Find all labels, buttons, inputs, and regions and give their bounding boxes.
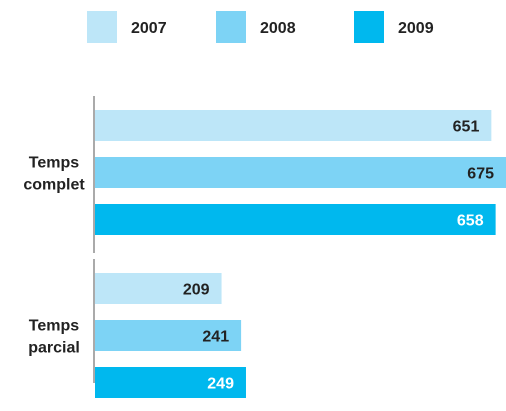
legend: 2007 2008 2009 <box>87 11 434 43</box>
bar-2008-0 <box>95 157 506 188</box>
legend-label-2008: 2008 <box>260 20 296 37</box>
category-label: Temps complet <box>23 155 85 194</box>
bar-2009-0 <box>95 204 496 235</box>
legend-label-2009: 2009 <box>398 20 434 37</box>
legend-swatch-2009 <box>354 11 384 43</box>
data-label: 249 <box>207 376 234 393</box>
bar-2008-1 <box>95 320 242 351</box>
legend-swatch-2007 <box>87 11 117 43</box>
data-label: 675 <box>467 166 494 183</box>
category-axis: Temps complet Temps parcial <box>23 96 95 383</box>
data-label: 209 <box>183 282 210 299</box>
bar-2007-0 <box>95 110 492 141</box>
data-label: 651 <box>453 119 480 136</box>
data-label: 658 <box>457 213 484 230</box>
data-label: 241 <box>202 329 229 346</box>
bars-group: 651 675 658 209 241 249 <box>95 110 506 398</box>
bar-2009-1 <box>95 367 246 398</box>
category-label: Temps parcial <box>28 318 80 357</box>
bar-2007-1 <box>95 273 222 304</box>
legend-swatch-2008 <box>216 11 246 43</box>
legend-label-2007: 2007 <box>131 20 167 37</box>
